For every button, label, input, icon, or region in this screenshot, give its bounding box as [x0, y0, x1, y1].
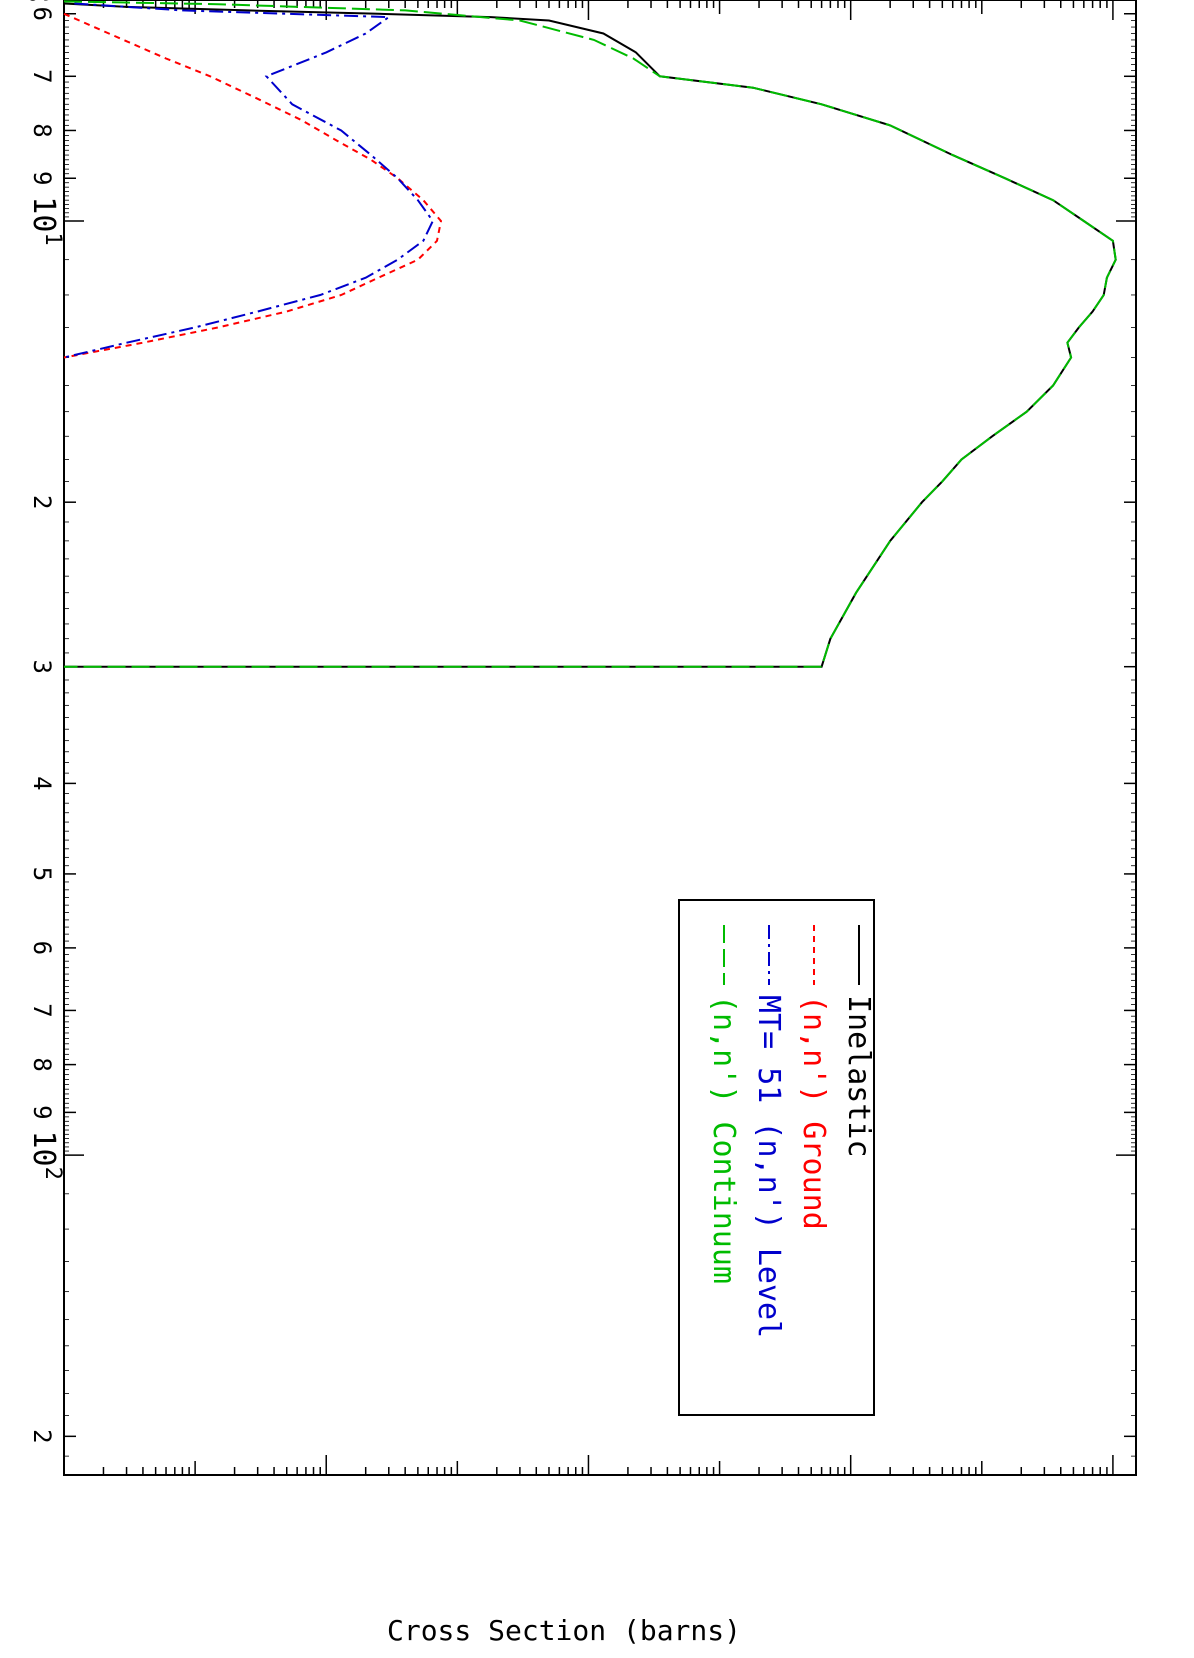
legend-label-inelastic: Inelastic [841, 995, 876, 1158]
series-layer [63, 0, 1117, 668]
x-tick-label: 8 [28, 123, 56, 137]
y-axis-title: Cross Section (barns) [387, 1614, 741, 1647]
series-line-2 [63, 2, 434, 359]
series-line-0 [63, 2, 1117, 668]
tick-labels: 678910123456789102210-2510-45510-65510-8… [26, 0, 1144, 1444]
x-tick-label: 8 [28, 1057, 56, 1071]
legend: Inelastic (n,n') Ground MT= 51 (n,n') Le… [678, 899, 876, 1416]
legend-label-level: MT= 51 (n,n') Level [751, 995, 786, 1338]
series-line-1 [63, 12, 443, 359]
x-tick-label: 102 [26, 1130, 65, 1179]
x-tick-label: 2 [28, 1429, 56, 1443]
x-tick-label: 7 [28, 1003, 56, 1017]
y-tick-label: 10-10 [26, 0, 102, 3]
x-tick-label: 2 [28, 495, 56, 509]
legend-label-ground: (n,n') Ground [796, 995, 831, 1230]
x-tick-label: 6 [28, 7, 56, 21]
x-tick-label: 101 [26, 196, 65, 245]
series-line-3 [63, 0, 1117, 668]
x-tick-label: 9 [28, 1105, 56, 1119]
x-tick-label: 7 [28, 69, 56, 83]
plot-frame [63, 0, 1137, 1476]
legend-box [678, 899, 875, 1416]
x-tick-label: 4 [28, 776, 56, 790]
x-tick-label: 5 [28, 867, 56, 881]
x-tick-label: 9 [28, 171, 56, 185]
x-tick-label: 3 [28, 659, 56, 673]
x-tick-label: 6 [28, 941, 56, 955]
axis-ticks [63, 0, 1136, 1476]
legend-label-continuum: (n,n') Continuum [706, 995, 741, 1284]
